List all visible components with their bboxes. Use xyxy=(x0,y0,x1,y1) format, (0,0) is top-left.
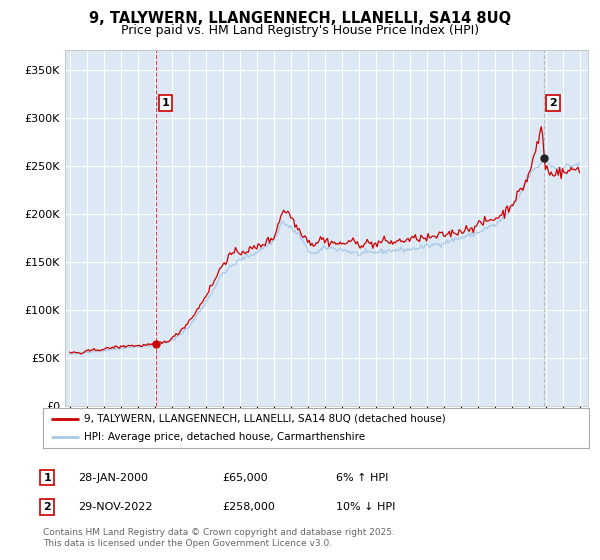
Text: 6% ↑ HPI: 6% ↑ HPI xyxy=(336,473,388,483)
Text: 9, TALYWERN, LLANGENNECH, LLANELLI, SA14 8UQ: 9, TALYWERN, LLANGENNECH, LLANELLI, SA14… xyxy=(89,11,511,26)
Text: 28-JAN-2000: 28-JAN-2000 xyxy=(78,473,148,483)
Text: 9, TALYWERN, LLANGENNECH, LLANELLI, SA14 8UQ (detached house): 9, TALYWERN, LLANGENNECH, LLANELLI, SA14… xyxy=(84,414,446,423)
Text: 1: 1 xyxy=(161,98,169,108)
Text: 10% ↓ HPI: 10% ↓ HPI xyxy=(336,502,395,512)
Text: Price paid vs. HM Land Registry's House Price Index (HPI): Price paid vs. HM Land Registry's House … xyxy=(121,24,479,36)
Text: 2: 2 xyxy=(43,502,51,512)
Text: 1: 1 xyxy=(43,473,51,483)
Text: £65,000: £65,000 xyxy=(222,473,268,483)
Text: Contains HM Land Registry data © Crown copyright and database right 2025.
This d: Contains HM Land Registry data © Crown c… xyxy=(43,528,395,548)
Text: 2: 2 xyxy=(549,98,557,108)
Text: HPI: Average price, detached house, Carmarthenshire: HPI: Average price, detached house, Carm… xyxy=(84,432,365,442)
Text: £258,000: £258,000 xyxy=(222,502,275,512)
Text: 29-NOV-2022: 29-NOV-2022 xyxy=(78,502,152,512)
